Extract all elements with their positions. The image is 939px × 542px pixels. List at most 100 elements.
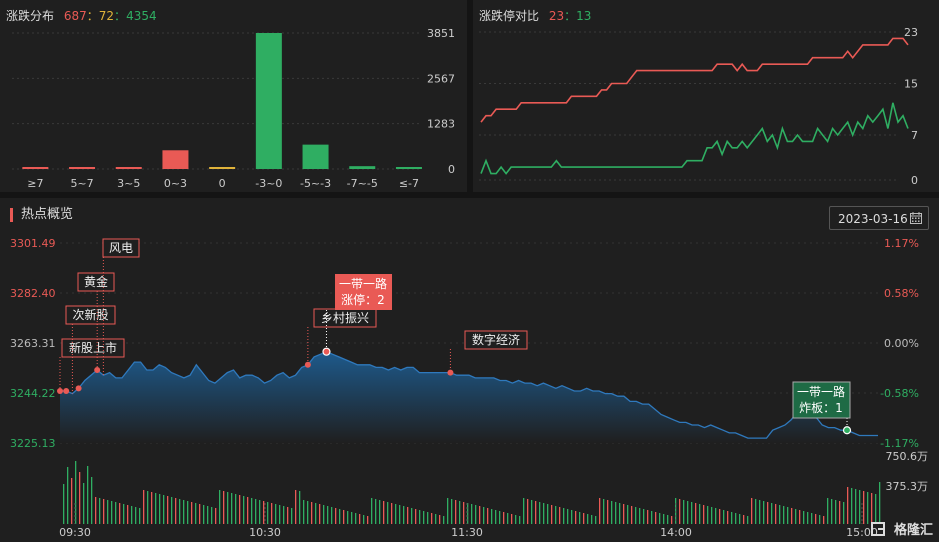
volume-bar: [643, 509, 645, 524]
volume-bar: [311, 502, 313, 524]
y-tick-label: 0: [448, 163, 455, 176]
price-tick-label: 3244.22: [10, 387, 56, 400]
time-tick-label: 10:30: [249, 526, 281, 539]
hot-overview-title: 热点概览: [10, 208, 73, 222]
volume-bar: [343, 510, 345, 524]
broken-limit-callout-count: 炸板：1: [799, 401, 843, 415]
volume-bar: [819, 515, 821, 524]
x-tick-label: -5~-3: [300, 177, 331, 190]
time-tick-label: 15:00: [846, 526, 878, 539]
volume-bar: [639, 508, 641, 524]
volume-bar: [359, 514, 361, 524]
volume-bar: [91, 477, 93, 524]
x-tick-label: ≥7: [27, 177, 43, 190]
index-area: [60, 351, 878, 443]
volume-bar: [691, 502, 693, 524]
volume-bar: [315, 503, 317, 524]
x-tick-label: -7~-5: [347, 177, 378, 190]
broken-limit-callout-title: 一带一路: [797, 384, 845, 399]
brand-logo: 格隆汇: [871, 519, 933, 538]
volume-bar: [287, 507, 289, 524]
bar: [349, 166, 376, 169]
pct-tick-label: 0.58%: [884, 287, 919, 300]
annotation-box: [102, 238, 140, 258]
volume-bar: [727, 511, 729, 524]
volume-bar: [847, 487, 849, 524]
volume-bar: [131, 506, 133, 524]
volume-bar: [175, 498, 177, 524]
volume-bar: [179, 499, 181, 524]
y-tick-label: 15: [904, 77, 918, 90]
volume-bar: [367, 516, 369, 524]
date-picker[interactable]: 2023-03-16: [829, 206, 929, 230]
volume-bar: [71, 478, 73, 524]
volume-bar: [303, 500, 305, 524]
bar: [69, 167, 96, 169]
volume-bar: [539, 502, 541, 524]
hot-overview-panel: 热点概览 2023-03-16 3301.49 1.17% 3282.40 0.58%…: [0, 198, 939, 542]
volume-bar: [619, 503, 621, 524]
volume-bar: [111, 501, 113, 524]
volume-bar: [251, 498, 253, 524]
volume-bar: [307, 501, 309, 524]
volume-bar: [563, 508, 565, 524]
volume-bar: [291, 508, 293, 524]
volume-bar: [807, 512, 809, 524]
volume-bar: [247, 497, 249, 524]
x-tick-label: -3~0: [255, 177, 282, 190]
volume-bar: [651, 511, 653, 524]
volume-bar: [279, 505, 281, 524]
volume-bar: [199, 504, 201, 524]
volume-bar: [603, 499, 605, 524]
volume-bar: [407, 507, 409, 524]
volume-bar: [255, 499, 257, 524]
volume-bar: [83, 483, 85, 524]
volume-bar: [271, 503, 273, 524]
sep: ：: [564, 9, 577, 23]
volume-bar: [447, 498, 449, 524]
volume-bar: [351, 512, 353, 524]
price-tick-label: 3301.49: [10, 237, 56, 250]
volume-bar: [775, 504, 777, 524]
volume-bar: [347, 511, 349, 524]
volume-bar: [451, 499, 453, 524]
volume-bar: [159, 494, 161, 524]
volume-bar: [587, 514, 589, 524]
volume-bar: [767, 502, 769, 524]
volume-bar: [455, 500, 457, 524]
volume-bar: [607, 500, 609, 524]
volume-bar: [859, 490, 861, 524]
volume-bar: [579, 512, 581, 524]
time-tick-label: 14:00: [660, 526, 692, 539]
volume-bar: [227, 492, 229, 524]
volume-bar: [695, 503, 697, 524]
volume-bar: [875, 494, 877, 524]
volume-bar: [319, 504, 321, 524]
volume-bar: [699, 504, 701, 524]
limit-up-line: [480, 37, 909, 123]
volume-bar: [99, 498, 101, 524]
volume-bar: [575, 511, 577, 524]
volume-bar: [483, 507, 485, 524]
bar: [115, 167, 142, 169]
volume-bar: [743, 515, 745, 524]
volume-bar: [183, 500, 185, 524]
volume-bar: [663, 514, 665, 524]
volume-bar: [595, 516, 597, 524]
volume-bar: [507, 513, 509, 524]
volume-bar: [295, 490, 297, 524]
volume-bar: [167, 496, 169, 524]
y-tick-label: 3851: [427, 27, 455, 40]
volume-bar: [855, 489, 857, 524]
volume-bar: [831, 499, 833, 524]
volume-bar: [423, 511, 425, 524]
volume-bar: [435, 514, 437, 524]
calendar-icon[interactable]: [910, 207, 922, 231]
volume-bar: [635, 507, 637, 524]
volume-bar: [123, 504, 125, 524]
volume-bar: [147, 491, 149, 524]
volume-bar: [95, 497, 97, 524]
volume-bar: [787, 507, 789, 524]
volume-bar: [879, 482, 881, 524]
volume-bar: [515, 515, 517, 524]
